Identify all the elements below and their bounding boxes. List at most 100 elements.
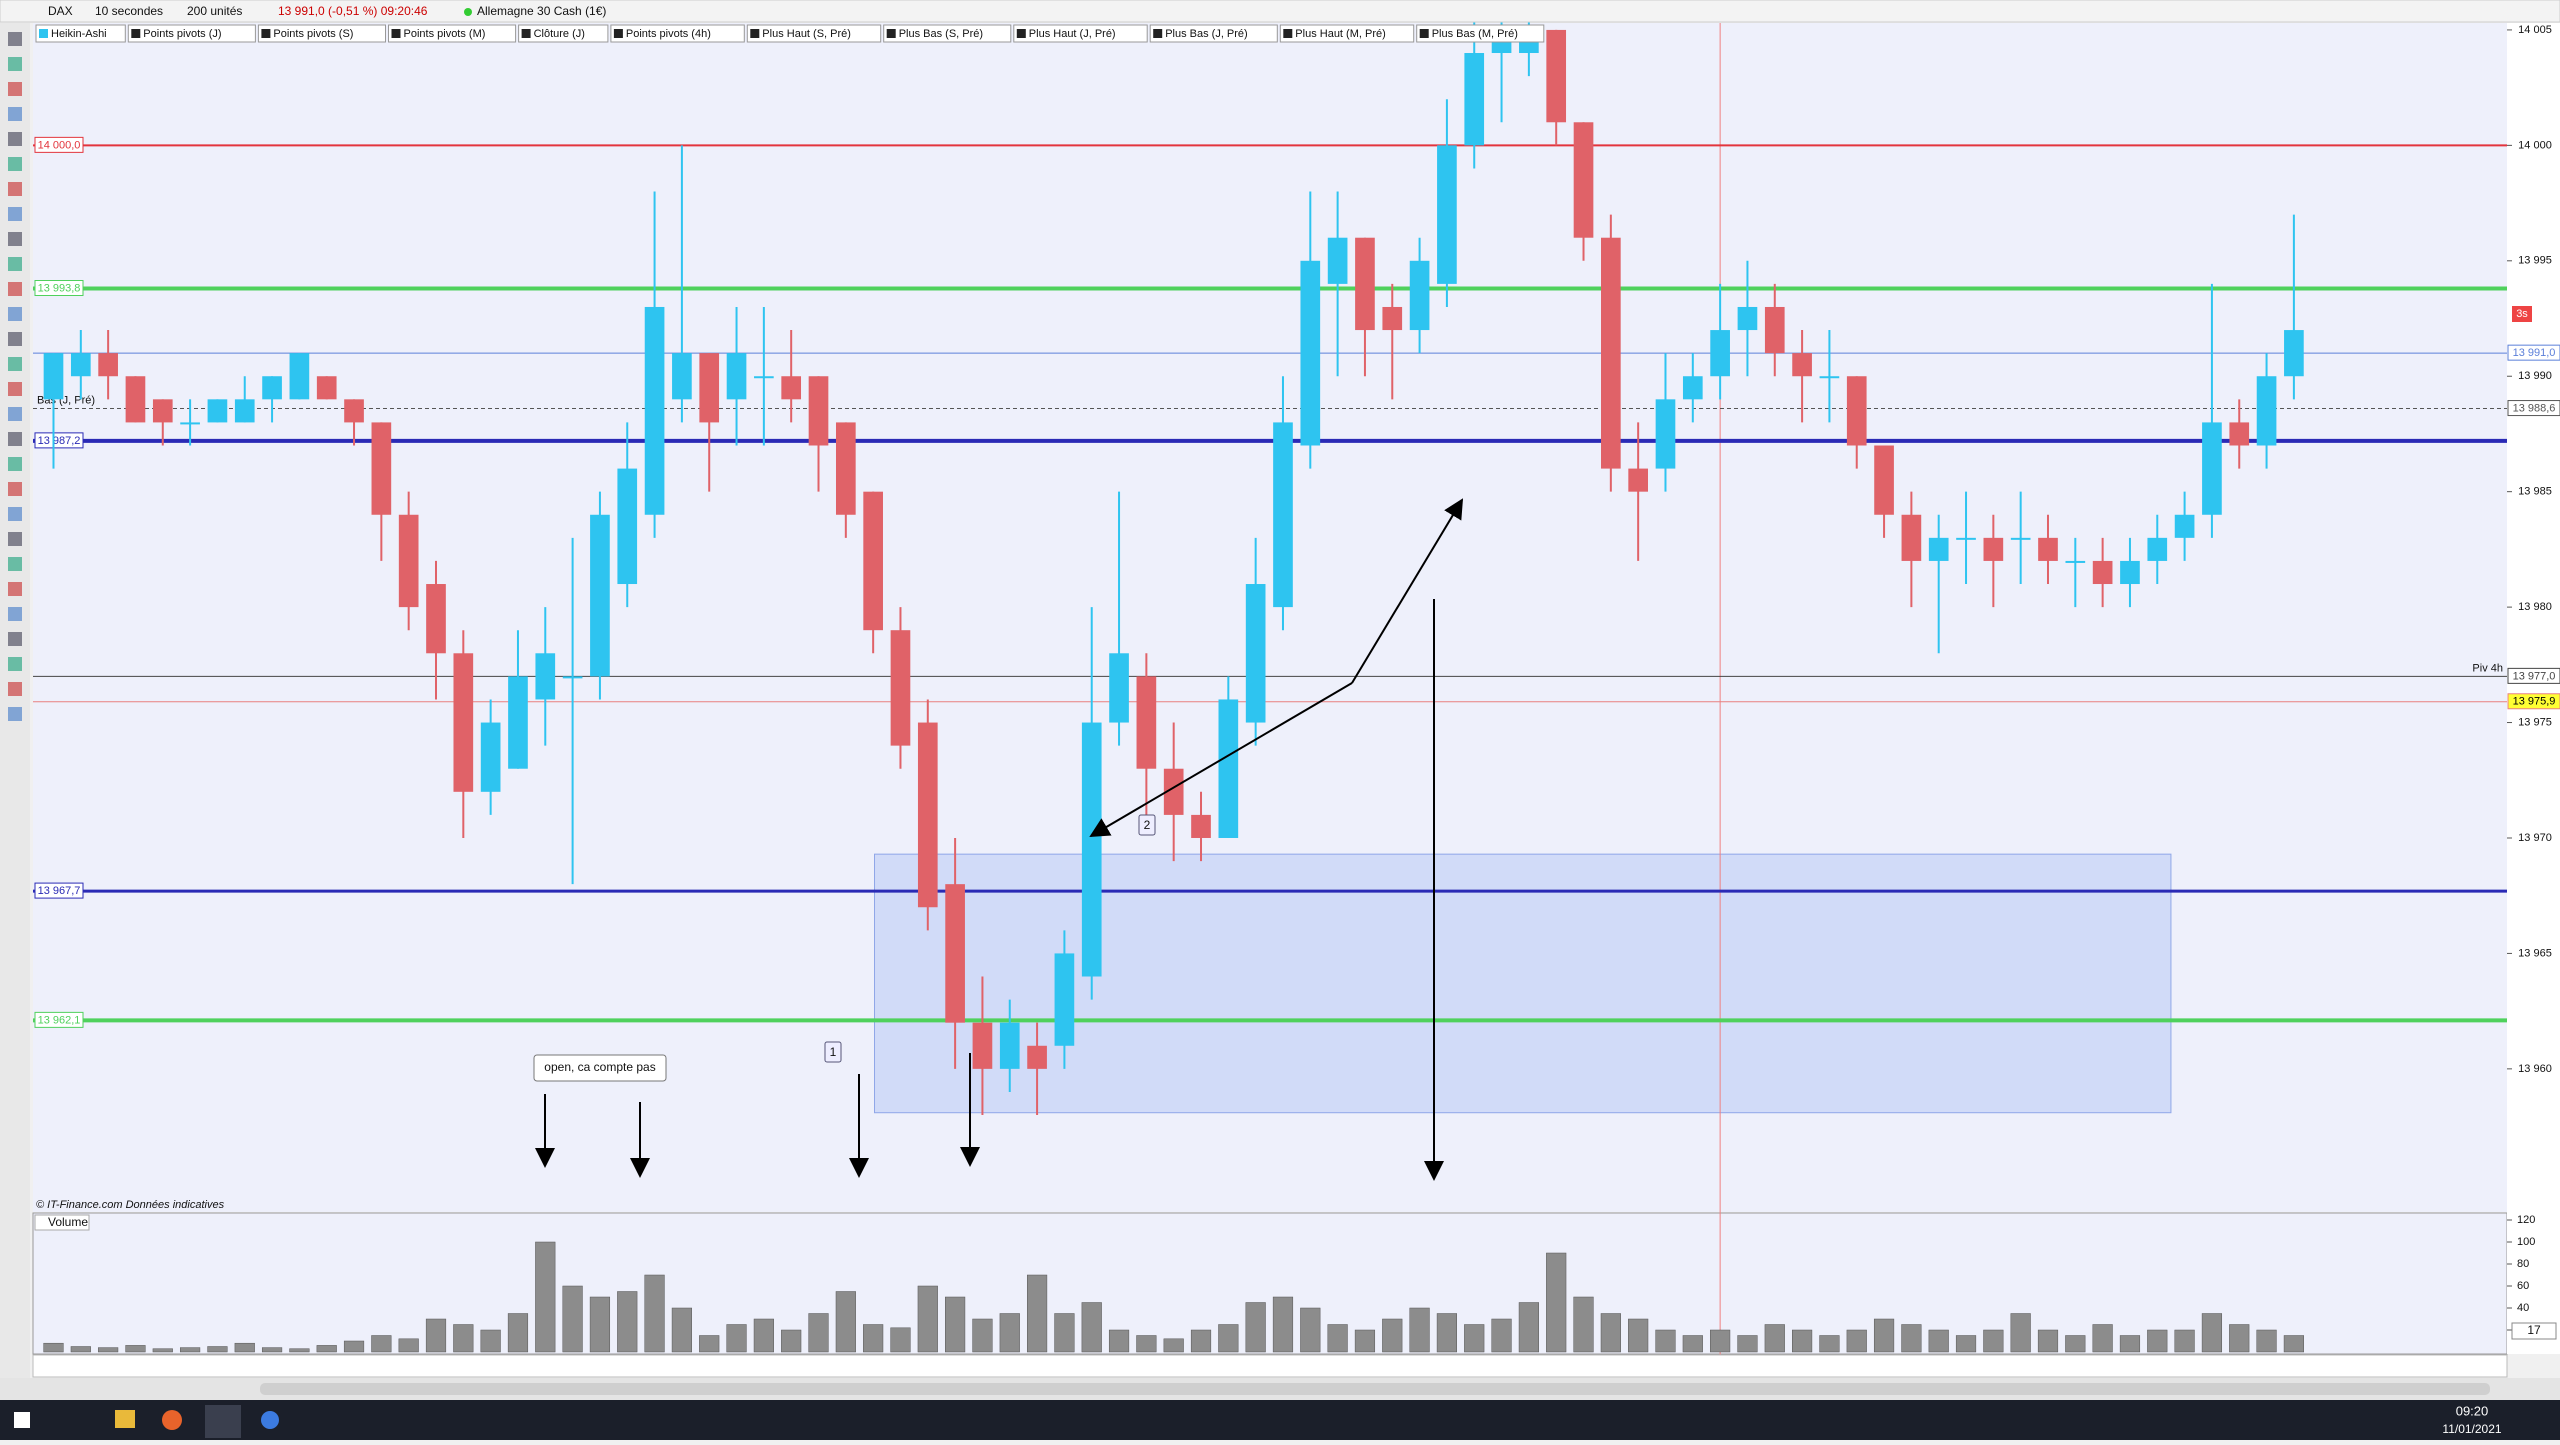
tool-icon[interactable] [8, 382, 22, 396]
indicator-label[interactable]: Plus Bas (S, Pré) [899, 28, 983, 40]
indicator-label[interactable]: Plus Haut (M, Pré) [1295, 28, 1385, 40]
tool-icon[interactable] [8, 632, 22, 646]
y-tick-label: 13 970 [2518, 832, 2552, 844]
volume-bar [1327, 1324, 1348, 1353]
volume-bar [453, 1324, 474, 1353]
indicator-label[interactable]: Points pivots (S) [273, 28, 353, 40]
level-label: 13 962,1 [38, 1014, 81, 1026]
volume-bar [535, 1241, 556, 1353]
app-icon[interactable] [261, 1411, 279, 1429]
candle-body [754, 376, 774, 379]
indicator-label[interactable]: Plus Bas (J, Pré) [1165, 28, 1248, 40]
tool-icon[interactable] [8, 132, 22, 146]
candle-body [508, 676, 528, 769]
y-tick-label: 13 960 [2518, 1063, 2552, 1075]
tool-icon[interactable] [8, 482, 22, 496]
volume-current: 17 [2527, 1323, 2541, 1337]
tool-icon[interactable] [8, 257, 22, 271]
interval[interactable]: 10 secondes [95, 4, 163, 18]
indicator-label[interactable]: Plus Haut (J, Pré) [1029, 28, 1116, 40]
volume-bar [753, 1318, 774, 1353]
indicator-label[interactable]: Points pivots (M) [404, 28, 486, 40]
indicator-tab [127, 24, 256, 43]
indicator-swatch [521, 29, 531, 38]
candle-body [125, 376, 146, 423]
taskbar [0, 1400, 2560, 1440]
indicator-label[interactable]: Clôture (J) [534, 28, 585, 40]
candle-body [262, 376, 282, 400]
scroll-thumb[interactable] [260, 1383, 2490, 1395]
app-icon-active[interactable] [205, 1405, 241, 1438]
indicator-swatch [261, 29, 271, 38]
tool-icon[interactable] [8, 582, 22, 596]
tool-icon[interactable] [8, 282, 22, 296]
volume-bar [1136, 1335, 1157, 1353]
tool-icon[interactable] [8, 232, 22, 246]
tool-icon[interactable] [8, 107, 22, 121]
tool-icon[interactable] [8, 557, 22, 571]
tool-icon[interactable] [8, 682, 22, 696]
volume-bar [945, 1296, 966, 1353]
top-bar [0, 0, 2560, 23]
tool-icon[interactable] [8, 432, 22, 446]
level-tag [2507, 667, 2560, 684]
indicator-label[interactable]: Plus Haut (S, Pré) [762, 28, 851, 40]
candle-body [1081, 722, 1102, 977]
indicator-label[interactable]: Points pivots (4h) [626, 28, 711, 40]
taskbar-time: 09:20 [2456, 1403, 2489, 1418]
candle-body [70, 353, 91, 377]
symbol[interactable]: DAX [48, 4, 73, 18]
tool-icon[interactable] [8, 707, 22, 721]
tool-icon[interactable] [8, 457, 22, 471]
level-label: 13 975,9 [2513, 696, 2556, 708]
annotation: 2 [1144, 818, 1151, 832]
units[interactable]: 200 unités [187, 4, 242, 18]
tool-icon[interactable] [8, 182, 22, 196]
volume-bar [1573, 1296, 1594, 1353]
tool-icon[interactable] [8, 57, 22, 71]
tool-icon[interactable] [8, 607, 22, 621]
volume-bar [1901, 1324, 1922, 1353]
indicator-tab [1416, 24, 1545, 43]
tool-icon[interactable] [8, 207, 22, 221]
y-tick-label: 13 975 [2518, 716, 2552, 728]
level-tag [2507, 344, 2560, 361]
copyright: © IT-Finance.com Données indicatives [36, 1199, 225, 1211]
annotation-box [824, 1041, 842, 1063]
indicator-tab [35, 24, 126, 43]
volume-bar [398, 1338, 419, 1353]
tool-icon[interactable] [8, 532, 22, 546]
tool-icon[interactable] [8, 657, 22, 671]
volume-bar [726, 1324, 747, 1353]
candle-body [1273, 422, 1293, 608]
app-icon[interactable] [115, 1410, 135, 1428]
volume-bar [1436, 1313, 1457, 1353]
tool-bar [0, 23, 30, 1378]
tool-icon[interactable] [8, 407, 22, 421]
volume-bar [1546, 1252, 1567, 1353]
tool-icon[interactable] [8, 82, 22, 96]
start-button[interactable] [14, 1412, 30, 1428]
tool-icon[interactable] [8, 357, 22, 371]
indicator-label[interactable]: Heikin-Ashi [51, 28, 107, 40]
tool-icon[interactable] [8, 332, 22, 346]
volume-bar [781, 1329, 802, 1353]
tool-icon[interactable] [8, 307, 22, 321]
tool-icon[interactable] [8, 32, 22, 46]
volume-bar [617, 1291, 638, 1353]
app-icon[interactable] [162, 1410, 182, 1430]
tool-icon[interactable] [8, 157, 22, 171]
volume-bar [1081, 1302, 1102, 1353]
volume-bar [1245, 1302, 1266, 1353]
level-tag [34, 1011, 84, 1028]
quote: 13 991,0 (-0,51 %) 09:20:46 [278, 4, 428, 18]
candle-body [2256, 376, 2277, 446]
indicator-label[interactable]: Plus Bas (M, Pré) [1432, 28, 1518, 40]
indicator-label[interactable]: Points pivots (J) [143, 28, 221, 40]
tool-icon[interactable] [8, 507, 22, 521]
volume-bar [1846, 1329, 1867, 1353]
indicator-swatch [750, 29, 760, 38]
volume-bar [1628, 1318, 1649, 1353]
volume-bar [1764, 1324, 1785, 1353]
